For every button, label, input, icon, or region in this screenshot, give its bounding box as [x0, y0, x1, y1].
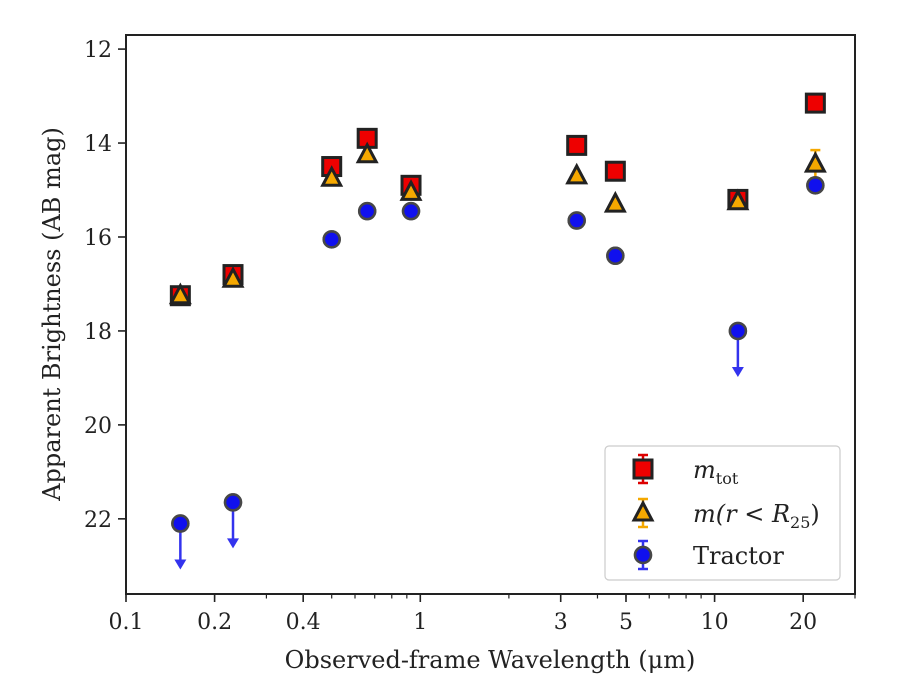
data-point-circle-ring [223, 493, 243, 512]
upper-limit-arrow-head [174, 559, 187, 570]
y-tick-label: 22 [84, 508, 112, 533]
data-point-triangle [565, 162, 589, 185]
data-point-triangle [355, 141, 379, 164]
x-tick-label: 10 [701, 610, 729, 635]
legend-box [604, 445, 841, 581]
data-point-square [566, 134, 588, 156]
x-tick-label: 20 [789, 610, 817, 635]
data-point-circle-ring [806, 176, 825, 195]
legend-label: mtot [693, 456, 739, 488]
x-axis-label: Observed-frame Wavelength (μm) [285, 646, 696, 674]
legend-marker-triangle [631, 499, 655, 522]
ticks-group: 0.1 0.2 0.4 1 3 5 10 20 12 14 16 18 20 22 [84, 38, 856, 635]
data-point-triangle [168, 282, 192, 305]
legend: mtot m(r < R25) Tractor [604, 445, 841, 581]
legend-label: Tractor [693, 542, 784, 570]
y-tick-label: 20 [84, 414, 112, 439]
y-tick-label: 14 [84, 132, 112, 157]
data-point-triangle [803, 150, 827, 173]
data-point-circle-ring [171, 514, 190, 533]
data-point-triangle [320, 165, 344, 187]
data-point-circle-ring [567, 211, 586, 230]
data-point-triangle [221, 266, 245, 288]
legend-marker-square [632, 458, 654, 480]
x-tick-label: 0.2 [197, 610, 232, 635]
y-tick-label: 18 [84, 320, 112, 345]
x-tick-label: 1 [413, 610, 427, 635]
x-tick-label: 0.1 [109, 610, 144, 635]
y-axis-label: Apparent Brightness (AB mag) [38, 127, 66, 502]
y-tick-label: 12 [84, 38, 112, 63]
y-tick-label: 16 [84, 226, 112, 251]
data-point-triangle [399, 179, 423, 201]
data-point-square [604, 160, 626, 182]
marks-group [168, 92, 827, 570]
x-tick-label: 5 [619, 610, 633, 635]
data-point-circle-ring [401, 201, 421, 221]
data-point-circle-ring [728, 321, 748, 341]
legend-label: m(r < R25) [693, 500, 820, 532]
data-point-circle-ring [357, 201, 377, 221]
legend-marker-circle-ring [633, 545, 653, 565]
upper-limit-arrow-head [731, 366, 744, 377]
data-point-triangle [726, 188, 750, 211]
data-point-circle-ring [606, 246, 625, 266]
data-point-square [804, 92, 826, 114]
data-point-triangle [603, 190, 627, 213]
x-tick-label: 3 [554, 610, 568, 635]
series-2 [171, 176, 825, 570]
data-point-circle-ring [322, 230, 341, 249]
x-tick-label: 0.4 [286, 610, 321, 635]
upper-limit-arrow-head [227, 538, 240, 549]
